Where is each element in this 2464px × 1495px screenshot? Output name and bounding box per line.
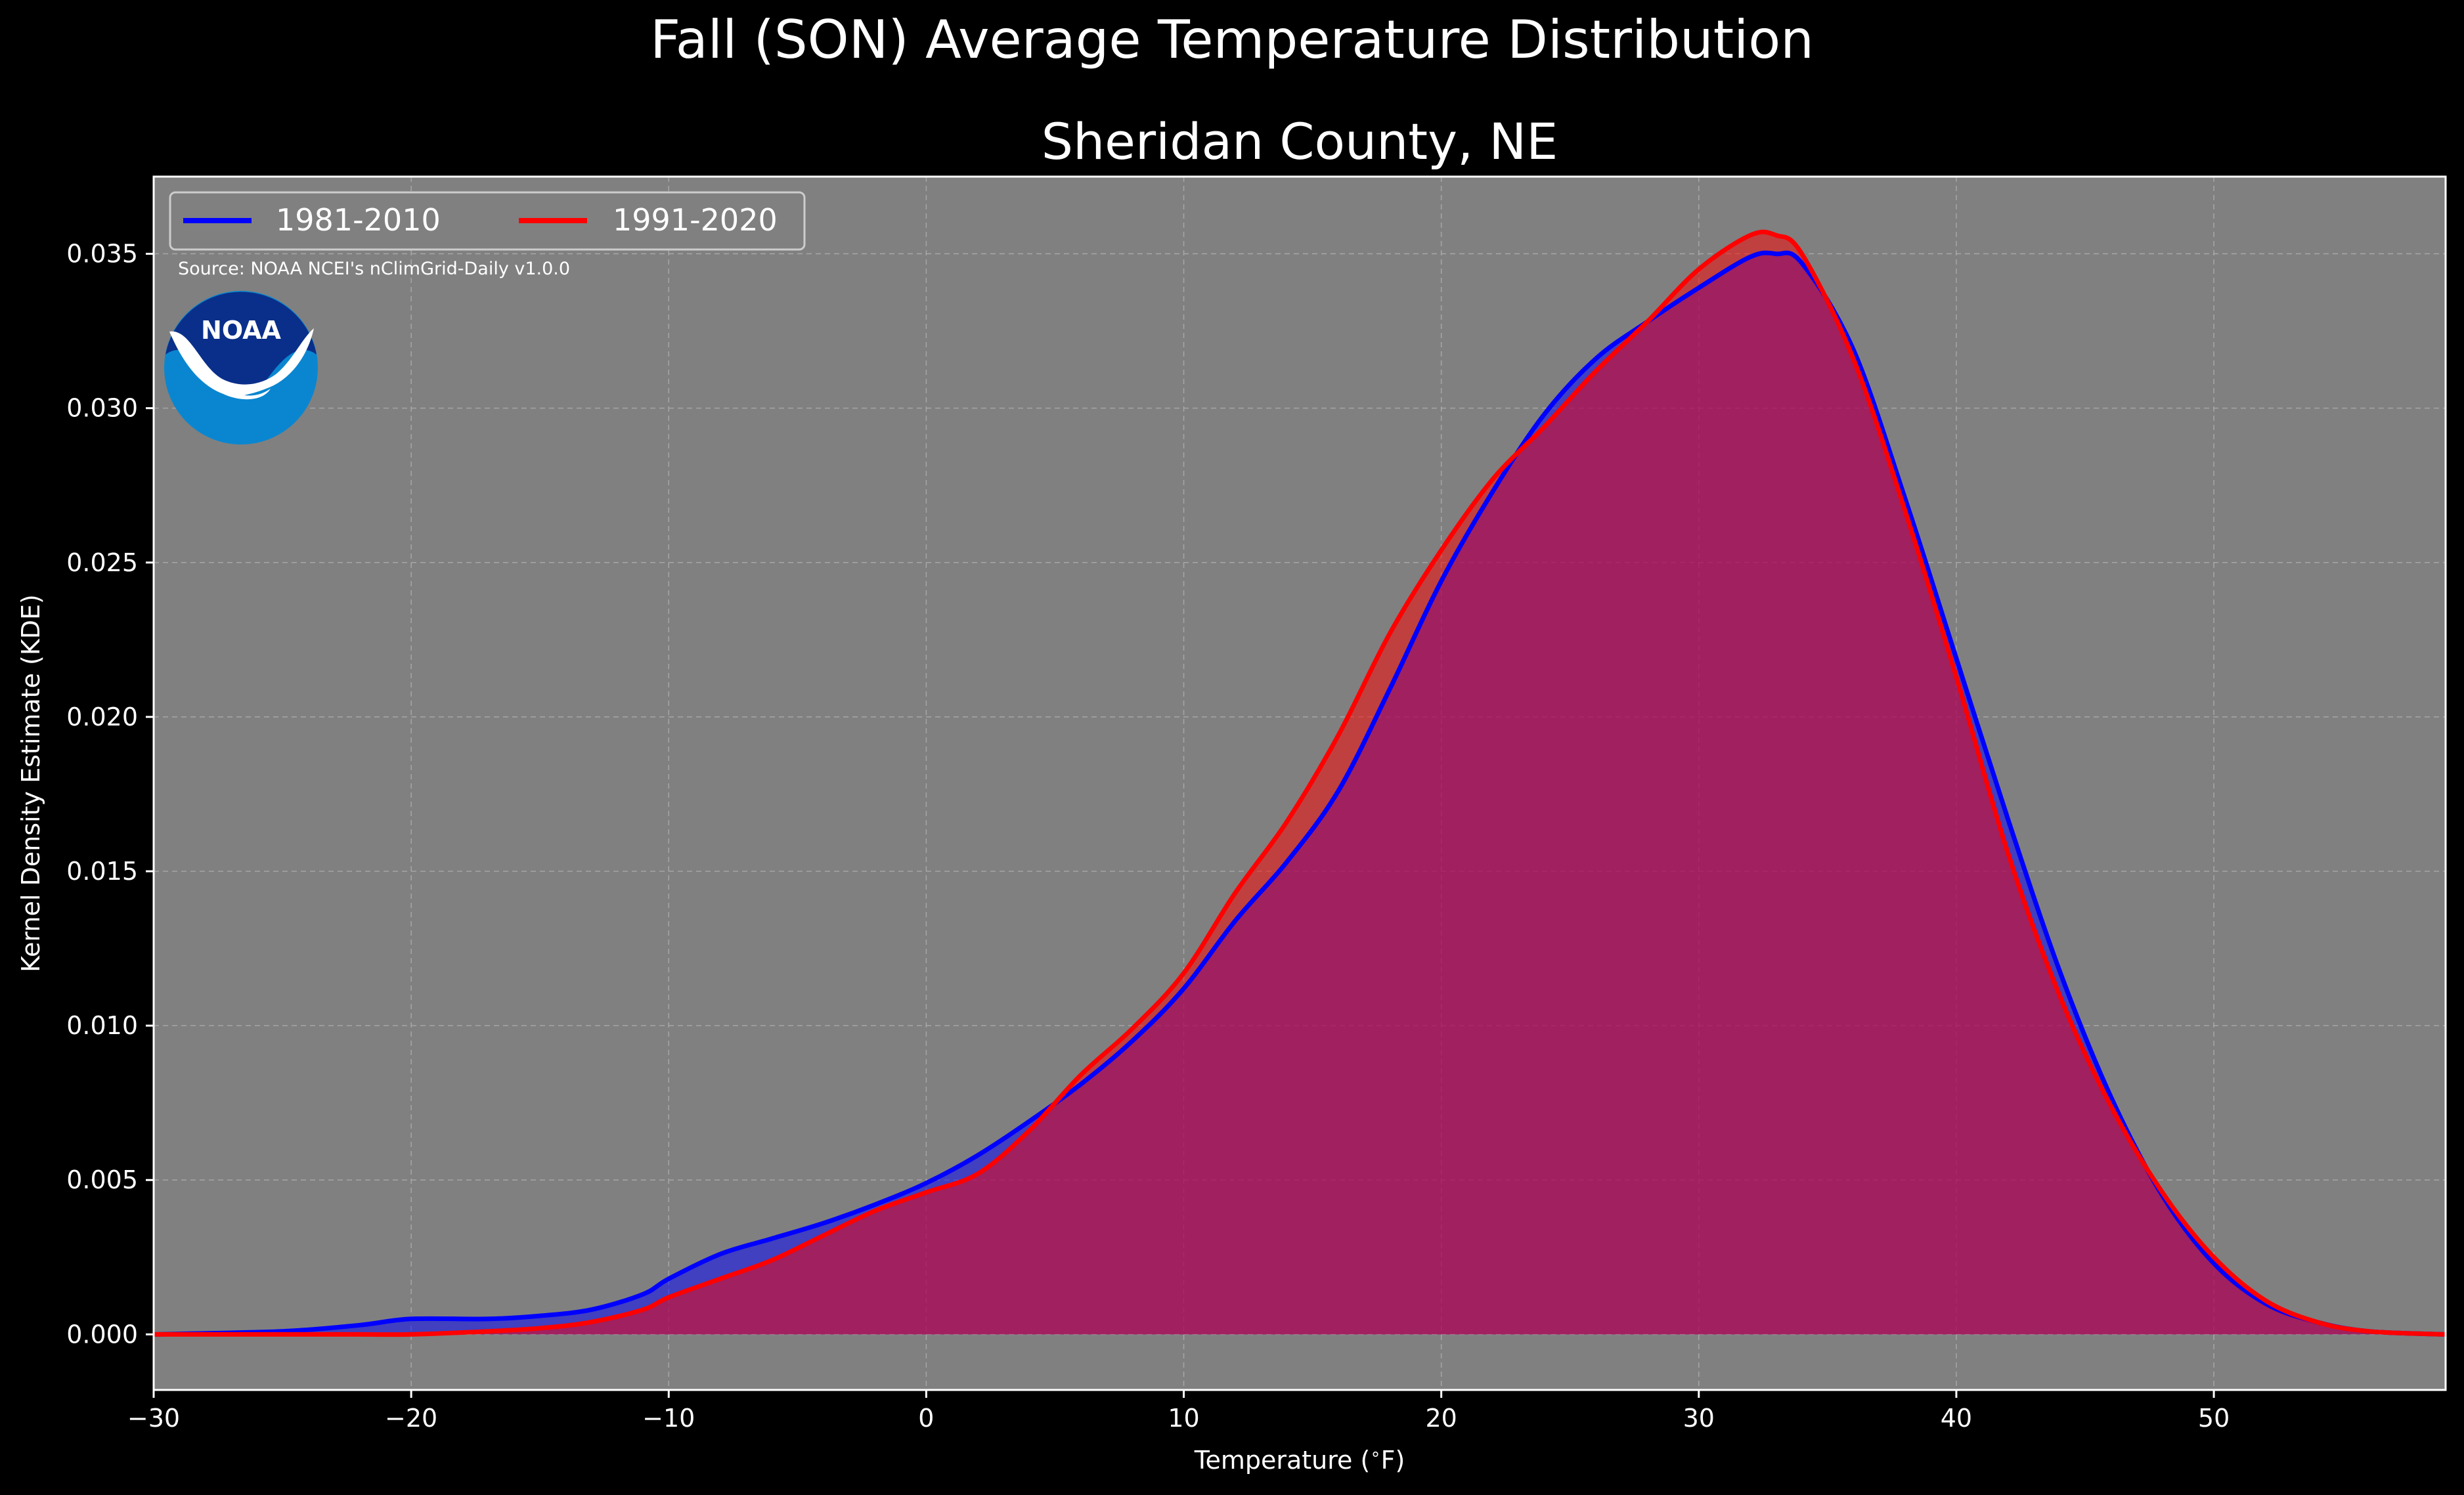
x-tick-label: −10: [642, 1404, 695, 1433]
y-tick-label: 0.030: [66, 394, 138, 423]
legend-box: [169, 191, 806, 251]
x-tick-label: 0: [918, 1404, 934, 1433]
x-tick-label: −30: [127, 1404, 180, 1433]
x-tick-label: 40: [1941, 1404, 1972, 1433]
noaa-logo-bird: [169, 328, 314, 400]
source-note: Source: NOAA NCEI's nClimGrid-Daily v1.0…: [178, 259, 570, 279]
chart-subtitle: Sheridan County, NE: [1042, 112, 1558, 171]
y-axis: 0.000 0.005 0.010 0.015 0.020 0.025 0.030 0.035: [66, 240, 154, 1349]
series-line-1991-2020: [153, 229, 2446, 1337]
x-axis: −30 −20 −10 0 10 20 30 40 50: [127, 1390, 2230, 1433]
series-layer: [153, 229, 2446, 1337]
y-tick-label: 0.010: [66, 1011, 138, 1040]
legend-label-1991-2020: 1991-2020: [613, 202, 778, 238]
y-tick-label: 0.005: [66, 1165, 138, 1194]
y-tick-label: 0.025: [66, 548, 138, 577]
x-tick-label: 10: [1168, 1404, 1199, 1433]
x-tick-label: 50: [2198, 1404, 2230, 1433]
plot-area: [152, 175, 2447, 1391]
noaa-logo: NOAA: [164, 291, 318, 444]
series-area-1991-2020: [154, 232, 2446, 1335]
chart-title: Fall (SON) Average Temperature Distribut…: [650, 9, 1814, 70]
y-tick-label: 0.020: [66, 703, 138, 731]
y-tick-label: 0.015: [66, 857, 138, 886]
y-tick-label: 0.000: [66, 1320, 138, 1349]
plot-frame: [152, 175, 2447, 1391]
noaa-logo-top: [165, 292, 317, 389]
x-axis-label: Temperature (∘F): [1194, 1444, 1405, 1475]
y-tick-label: 0.035: [66, 240, 138, 269]
x-tick-label: 30: [1683, 1404, 1715, 1433]
legend: 1981-2010 1991-2020: [169, 191, 806, 251]
y-axis-label: Kernel Density Estimate (KDE): [16, 594, 45, 972]
x-tick-label: −20: [385, 1404, 437, 1433]
legend-label-1981-2010: 1981-2010: [276, 202, 441, 238]
noaa-logo-text: NOAA: [201, 316, 281, 345]
x-tick-label: 20: [1425, 1404, 1457, 1433]
series-line-1981-2010: [153, 250, 2446, 1337]
